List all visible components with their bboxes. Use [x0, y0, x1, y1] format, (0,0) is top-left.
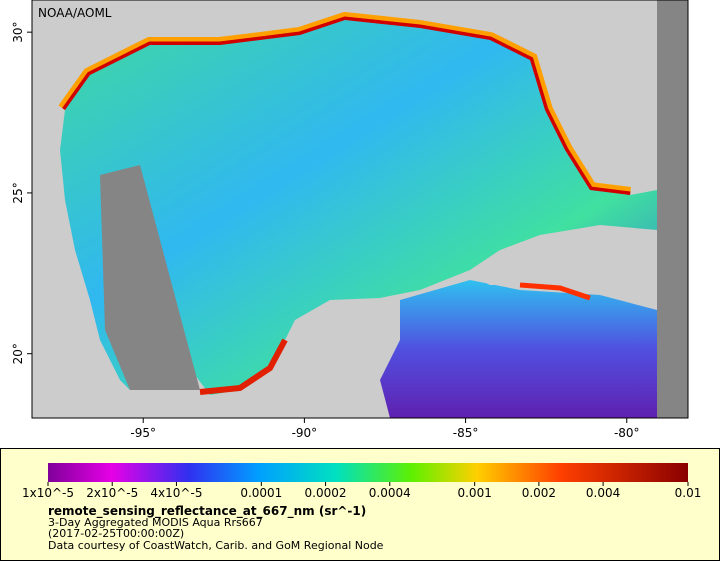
credit: NOAA/AOML [38, 6, 112, 20]
colorbar-tick-label: 0.01 [675, 486, 702, 500]
missing-data [100, 165, 200, 390]
colorbar-tick-label: 0.0001 [240, 486, 282, 500]
colorbar-tick-label: 0.0002 [305, 486, 347, 500]
description: 3-Day Aggregated MODIS Aqua Rrs667 [48, 516, 263, 529]
map-frame [31, 0, 689, 419]
variable-name: remote_sensing_reflectance_at_667_nm (sr… [48, 504, 366, 519]
lon-tick-label: -95° [130, 426, 156, 440]
lon-tick-label: -90° [292, 426, 318, 440]
colorbar [48, 463, 688, 482]
coastal-band [519, 282, 591, 301]
colorbar-tick-label: 0.001 [457, 486, 491, 500]
lat-tick-label: 20° [11, 343, 25, 364]
cuba [470, 250, 650, 300]
missing-data [657, 0, 688, 418]
colorbar-ticks: 1x10^-5 2x10^-5 4x10^-5 0.0001 0.0002 0.0004 0… [22, 482, 701, 500]
map-area: NOAA/AOML [31, 0, 689, 419]
lat-tick-label: 30° [11, 22, 25, 43]
colorbar-tick-label: 0.004 [586, 486, 620, 500]
lon-tick-label: -85° [453, 426, 479, 440]
colorbar-tick-label: 0.002 [522, 486, 556, 500]
colorbar-tick-label: 2x10^-5 [86, 486, 138, 500]
colorbar-tick-label: 1x10^-5 [22, 486, 74, 500]
lat-tick-label: 25° [11, 182, 25, 203]
caribbean-water [380, 280, 657, 418]
colorbar-tick-label: 4x10^-5 [150, 486, 202, 500]
colorbar-tick-label: 0.0004 [369, 486, 411, 500]
axes: -95° -90° -85° -80° 20° 25° 30° [11, 22, 640, 440]
description: Data courtesy of CoastWatch, Carib. and … [48, 539, 384, 552]
lon-tick-label: -80° [614, 426, 640, 440]
gulf-water [60, 20, 657, 395]
coastal-band [199, 338, 288, 395]
description: (2017-02-25T00:00:00Z) [48, 527, 184, 540]
